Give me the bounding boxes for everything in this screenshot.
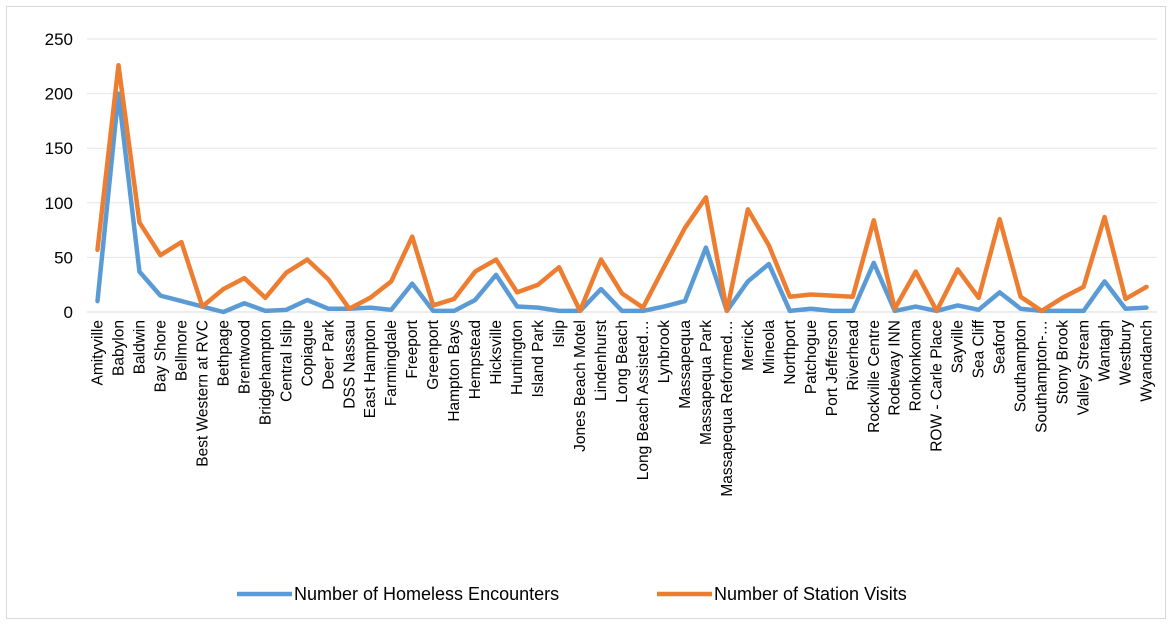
x-category-label: Deer Park (320, 320, 337, 390)
series-lines (95, 62, 1149, 315)
x-category-label: Westbury (1118, 320, 1135, 385)
y-tick-label: 200 (45, 85, 73, 104)
x-category-label: Brentwood (236, 320, 253, 394)
x-category-label: Riverhead (845, 320, 862, 391)
x-category-label: Baldwin (131, 320, 148, 374)
x-category-label: Bridgehampton (257, 320, 274, 425)
x-category-label: Island Park (530, 320, 547, 398)
x-category-label: Mineola (761, 320, 778, 375)
x-category-label: Bethpage (215, 320, 232, 386)
x-category-label: Rockville Centre (866, 320, 883, 433)
x-category-label: Port Jefferson (824, 320, 841, 416)
y-tick-label: 50 (54, 248, 73, 267)
x-category-label: Sea Cliff (971, 319, 988, 378)
x-category-label: Babylon (110, 320, 127, 376)
x-axis-category-labels: Amityville Babylon Baldwin Bay Shore Bellmor… (89, 319, 1155, 496)
x-category-label: Freeport (404, 319, 421, 378)
series-1 (95, 91, 1149, 315)
x-category-label: Central Islip (278, 320, 295, 402)
gridlines (87, 38, 1157, 313)
chart-container: 0 50 100 150 200 250 Amityville Babylon Baldwin… (6, 6, 1166, 619)
x-category-label: Bay Shore (152, 320, 169, 392)
y-tick-label: 150 (45, 139, 73, 158)
x-category-label: Rodeway INN (887, 320, 904, 416)
legend-item: Number of Homeless Encounters (237, 584, 559, 604)
x-category-label: Islip (551, 320, 568, 348)
line-chart: 0 50 100 150 200 250 Amityville Babylon Baldwin… (45, 30, 1157, 604)
x-category-label: Wantagh (1097, 320, 1114, 381)
x-category-label: Jones Beach Motel (572, 320, 589, 452)
legend-item: Number of Station Visits (657, 584, 907, 604)
x-category-label: Massapequa Park (698, 320, 715, 445)
x-category-label: Massapequa Reformed… (719, 320, 736, 497)
x-category-label: Stony Brook (1055, 320, 1072, 405)
x-category-label: Wyandanch (1139, 320, 1156, 402)
y-tick-label: 250 (45, 30, 73, 49)
x-category-label: Sayville (950, 320, 967, 373)
y-tick-label: 100 (45, 194, 73, 213)
series-line (95, 62, 1149, 314)
legend: Number of Homeless Encounters Number of S… (237, 584, 907, 604)
x-category-label: Long Beach Assisted… (635, 320, 652, 480)
legend-label: Number of Station Visits (714, 584, 907, 604)
x-category-label: Bellmore (173, 320, 190, 381)
x-category-label: Northport (782, 319, 799, 384)
x-category-label: Valley Stream (1076, 320, 1093, 415)
x-category-label: Amityville (89, 320, 106, 385)
x-category-label: Seaford (992, 320, 1009, 374)
x-category-label: Merrick (740, 320, 757, 371)
y-axis-tick-labels: 0 50 100 150 200 250 (45, 30, 73, 322)
x-category-label: Hicksville (488, 320, 505, 385)
x-category-label: ROW - Carle Place (929, 320, 946, 452)
x-category-label: Southampton (1013, 320, 1030, 412)
x-category-label: Hampton Bays (446, 320, 463, 422)
x-category-label: Ronkonkoma (908, 320, 925, 412)
x-category-label: Hempstead (467, 320, 484, 399)
series-line (95, 91, 1149, 315)
x-category-label: Patchogue (803, 320, 820, 394)
x-category-label: Long Beach (614, 320, 631, 403)
y-tick-label: 0 (64, 303, 73, 322)
x-category-label: Best Western at RVC (194, 320, 211, 467)
x-category-label: Lindenhurst (593, 319, 610, 401)
x-category-label: Farmingdale (383, 320, 400, 406)
x-category-label: Huntington (509, 320, 526, 395)
x-category-label: Southampton-… (1034, 320, 1051, 433)
x-category-label: Greenport (425, 319, 442, 389)
x-category-label: Copiague (299, 320, 316, 386)
x-category-label: DSS Nassau (341, 320, 358, 409)
legend-label: Number of Homeless Encounters (294, 584, 559, 604)
series-2 (95, 62, 1149, 314)
x-category-label: East Hampton (362, 320, 379, 418)
x-category-label: Lynbrook (656, 320, 673, 383)
x-category-label: Massapequa (677, 320, 694, 409)
